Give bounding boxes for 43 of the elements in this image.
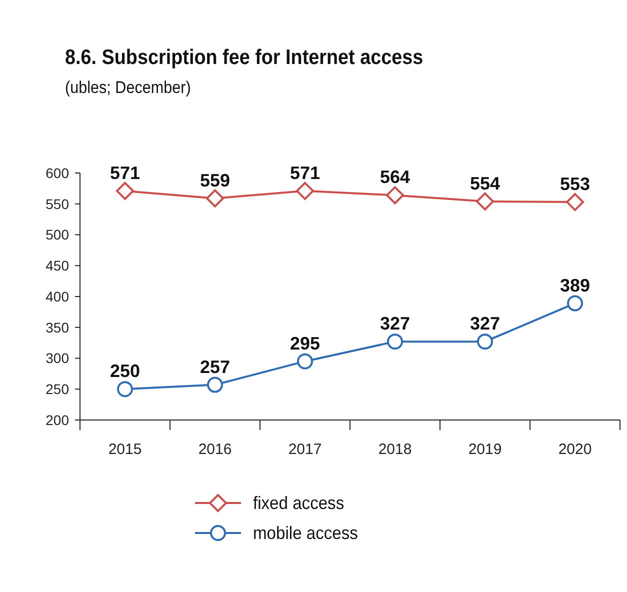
data-label: 553 xyxy=(560,174,590,194)
y-tick-label: 250 xyxy=(46,381,70,398)
y-tick-label: 350 xyxy=(46,319,70,336)
point xyxy=(296,182,314,200)
data-label: 257 xyxy=(200,356,230,377)
legend-label: fixed access xyxy=(253,492,344,514)
data-label: 327 xyxy=(380,314,410,334)
point xyxy=(477,334,493,350)
x-tick-label: 2016 xyxy=(198,441,232,458)
y-tick-label: 500 xyxy=(46,226,70,243)
chart-subtitle: (ubles; December) xyxy=(65,78,191,98)
point xyxy=(207,376,223,393)
point xyxy=(566,193,584,212)
point xyxy=(476,192,494,210)
y-tick-label: 550 xyxy=(46,196,70,212)
data-label: 295 xyxy=(290,333,320,354)
chart-title: 8.6. Subscription fee for Internet access xyxy=(65,46,424,70)
data-label: 571 xyxy=(110,162,140,183)
point xyxy=(387,334,403,350)
y-tick-label: 600 xyxy=(46,164,70,181)
data-label: 389 xyxy=(560,275,590,296)
x-tick-label: 2019 xyxy=(468,441,502,458)
data-label: 564 xyxy=(380,167,410,188)
data-label: 571 xyxy=(290,162,320,183)
x-tick-label: 2017 xyxy=(288,441,322,458)
x-tick-label: 2020 xyxy=(558,441,592,458)
point xyxy=(567,295,583,312)
data-label: 250 xyxy=(110,361,140,382)
data-label: 327 xyxy=(470,314,500,334)
point xyxy=(297,353,313,370)
x-tick-label: 2015 xyxy=(108,441,142,458)
point xyxy=(206,189,224,208)
data-label: 554 xyxy=(470,173,500,194)
y-tick-label: 300 xyxy=(46,350,70,366)
x-tick-label: 2018 xyxy=(378,441,412,458)
y-tick-label: 200 xyxy=(46,412,70,428)
y-tick-label: 450 xyxy=(46,258,70,274)
legend-label: mobile access xyxy=(253,522,358,544)
point xyxy=(116,182,134,200)
data-label: 559 xyxy=(200,170,230,190)
y-tick-label: 400 xyxy=(46,288,70,304)
point xyxy=(386,186,404,204)
point xyxy=(117,381,133,398)
